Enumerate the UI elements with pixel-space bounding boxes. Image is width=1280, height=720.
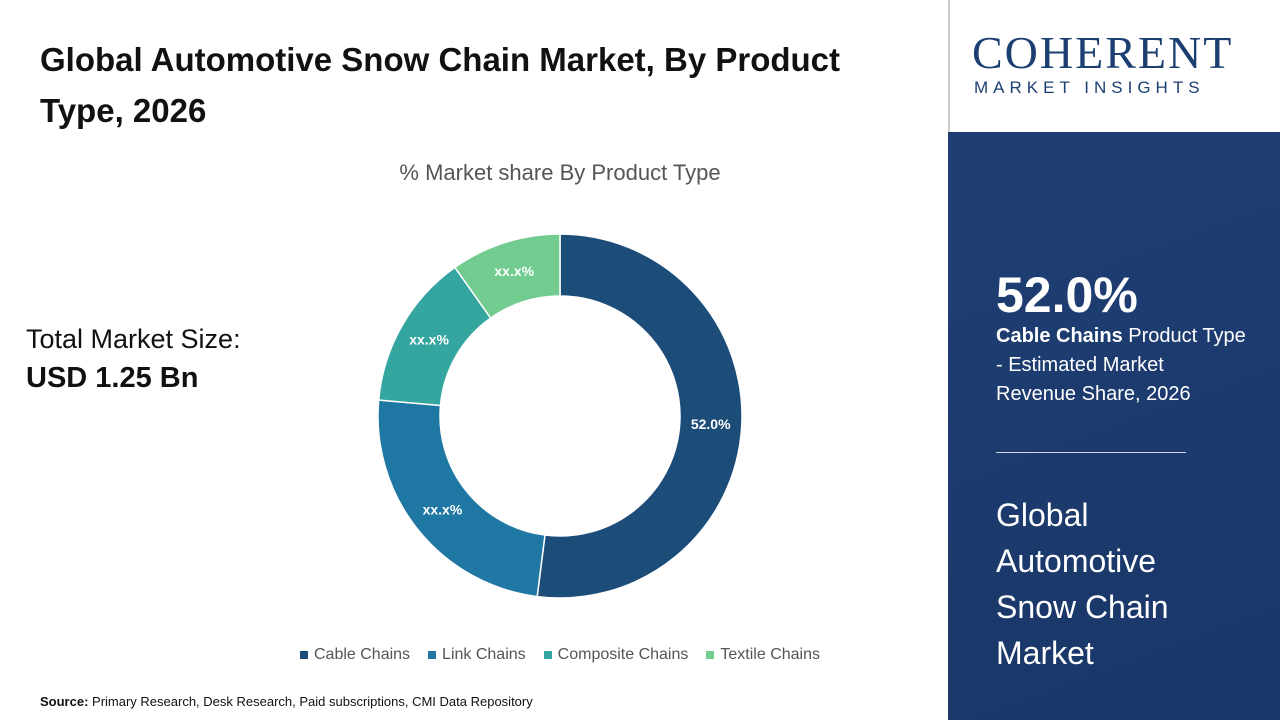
market-size-value: USD 1.25 Bn <box>26 362 199 394</box>
legend-item: Cable Chains <box>299 646 411 664</box>
side-panel: 52.0% Cable Chains Product Type - Estima… <box>948 132 1280 720</box>
legend: Cable Chains Link Chains Composite Chains T… <box>0 646 1120 664</box>
donut-slice <box>377 399 546 598</box>
legend-label: Cable Chains <box>313 646 411 663</box>
legend-item: Textile Chains <box>706 646 820 664</box>
source-text: Primary Research, Desk Research, Paid su… <box>92 694 533 709</box>
legend-item: Link Chains <box>428 646 526 664</box>
data-label: xx.x% <box>423 501 463 517</box>
market-name: Global Automotive Snow Chain Market <box>996 497 1169 671</box>
logo: COHERENT MARKET INSIGHTS <box>948 0 1280 132</box>
legend-swatch <box>428 650 437 659</box>
highlight-description: Cable Chains Product Type - Estimated Ma… <box>996 322 1246 409</box>
data-label: 52.0% <box>691 416 731 432</box>
segment: Cable Chains <box>996 325 1123 347</box>
legend-swatch <box>299 650 308 659</box>
chart-title: % Market share By Product Type <box>399 160 721 185</box>
donut-slice <box>453 233 561 320</box>
highlight: 52.0% <box>996 267 1138 323</box>
source-label: Source: <box>40 694 89 709</box>
legend-label: Textile Chains <box>720 646 820 663</box>
description: Product Type - Estimated Market Revenue … <box>996 325 1246 405</box>
legend-item: Composite Chains <box>543 646 689 664</box>
legend-label: Link Chains <box>442 646 526 663</box>
divider <box>996 452 1186 453</box>
donut-chart: 52.0% xx.x% xx.x% xx.x% <box>377 233 743 599</box>
donut-slice <box>536 233 743 599</box>
data-label: xx.x% <box>494 263 534 279</box>
title: Global Automotive Snow Chain Market, By … <box>40 41 841 129</box>
market-size-label: Total Market Size: <box>26 324 241 354</box>
logo-name: COHERENT <box>972 27 1234 78</box>
data-label: xx.x% <box>409 331 449 347</box>
legend-swatch <box>543 650 552 659</box>
source: Source: Primary Research, Desk Research,… <box>40 694 533 709</box>
legend-label: Composite Chains <box>557 646 689 663</box>
legend-swatch <box>706 650 715 659</box>
logo-tagline: MARKET INSIGHTS <box>974 78 1205 97</box>
